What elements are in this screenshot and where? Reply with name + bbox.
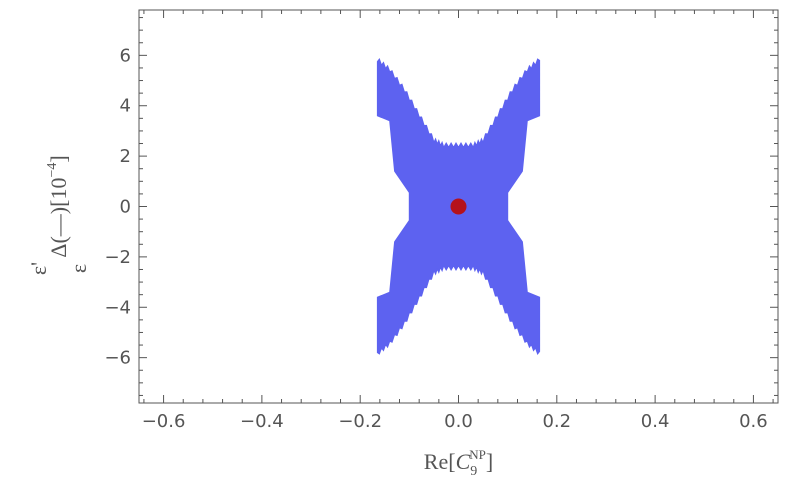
x-tick-label: 0.4 (641, 411, 670, 432)
sm-point (450, 198, 467, 215)
x-tick-label: 0.2 (542, 411, 571, 432)
y-tick-label: −6 (104, 348, 131, 369)
x-tick-label: −0.2 (338, 411, 382, 432)
y-tick-label: −2 (104, 247, 131, 268)
y-axis-label: Δ(—)[10−4] ε' ε (26, 155, 91, 275)
tick-labels: −0.6 −0.4 −0.2 0.0 0.2 0.4 0.6 −6 −4 −2 0 2 4 6 (104, 45, 767, 432)
x-tick-label: −0.6 (142, 411, 186, 432)
x-tick-label: 0.6 (739, 411, 768, 432)
x-tick-label: −0.4 (240, 411, 284, 432)
y-axis-label-text: Δ(—)[10−4] (45, 155, 71, 257)
x-axis-label: Re[C9NP] (424, 447, 493, 479)
y-tick-label: 2 (120, 146, 131, 167)
x-tick-label: 0.0 (444, 411, 473, 432)
y-axis-label-denominator: ε (66, 264, 91, 273)
y-tick-label: 4 (120, 96, 131, 117)
y-tick-label: −4 (104, 297, 131, 318)
y-axis-label-numerator: ε' (26, 262, 51, 275)
ticks (139, 10, 778, 403)
y-tick-label: 6 (120, 45, 131, 66)
sm-point-layer (450, 198, 467, 215)
y-tick-label: 0 (120, 197, 131, 218)
